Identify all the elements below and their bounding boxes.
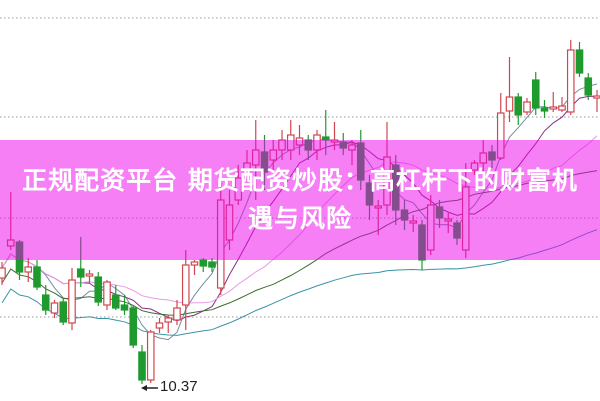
candle-body	[181, 264, 190, 306]
candle-up	[103, 280, 111, 310]
candle-body	[50, 302, 59, 314]
candle-down	[514, 93, 523, 125]
candle-up	[558, 97, 566, 112]
candle-down	[59, 298, 68, 325]
candle-up	[549, 92, 558, 112]
candle-body	[575, 49, 584, 74]
candle-down	[575, 42, 584, 77]
candle-body	[173, 307, 181, 321]
candle-up	[85, 270, 94, 283]
candle-up	[0, 262, 6, 285]
candle-down	[540, 100, 549, 118]
candle-body	[24, 266, 33, 273]
candle-body	[566, 49, 575, 113]
candle-body	[120, 304, 129, 311]
candle-down	[111, 285, 120, 310]
candle-up	[146, 330, 155, 383]
candle-body	[514, 96, 523, 116]
title-line-2: 遇与风险	[247, 204, 352, 233]
candle-body	[584, 77, 593, 96]
candle-up	[50, 300, 59, 318]
candle-body	[155, 322, 164, 329]
candle-up	[190, 260, 199, 275]
candle-body	[199, 259, 208, 267]
candle-down	[94, 272, 103, 306]
title-banner	[0, 140, 600, 260]
candle-down	[41, 285, 50, 315]
candle-body	[593, 95, 600, 99]
candle-up	[68, 268, 76, 330]
candle-body	[129, 307, 138, 346]
candle-body	[164, 317, 173, 323]
candle-body	[190, 261, 199, 266]
low-price-label: 10.37	[160, 378, 198, 395]
ma60-line	[1, 229, 598, 336]
candle-body	[558, 105, 566, 111]
candle-body	[85, 273, 94, 277]
candle-body	[208, 261, 216, 268]
candle-body	[138, 351, 146, 381]
candle-body	[41, 294, 50, 311]
candle-up	[566, 40, 575, 115]
candle-body	[103, 281, 111, 306]
candle-body	[94, 276, 103, 303]
candle-body	[146, 331, 155, 381]
candle-body	[33, 266, 41, 288]
candle-body	[540, 107, 549, 112]
candle-down	[584, 73, 593, 100]
candle-up	[593, 90, 600, 112]
candle-body	[531, 79, 540, 109]
candle-down	[531, 72, 540, 115]
candle-down	[208, 258, 216, 272]
candle-body	[549, 106, 558, 110]
candle-up	[164, 315, 173, 333]
candle-up	[505, 57, 514, 122]
candle-body	[76, 268, 85, 278]
candle-up	[173, 300, 181, 325]
candle-body	[505, 96, 514, 112]
candle-body	[523, 101, 531, 113]
candle-up	[523, 98, 531, 115]
candle-body	[111, 294, 120, 309]
page-title: 正规配资平台 期货配资炒股：高杠杆下的财富机 遇与风险	[0, 162, 600, 238]
low-arrow-icon	[141, 385, 158, 391]
candle-down	[129, 305, 138, 348]
candle-down	[199, 258, 208, 272]
candle-body	[68, 279, 76, 324]
candle-down	[120, 295, 129, 315]
candle-down	[138, 345, 146, 384]
candle-up	[155, 318, 164, 333]
candle-body	[59, 301, 68, 323]
candle-body	[0, 267, 6, 279]
candle-down	[33, 260, 41, 290]
title-line-1: 正规配资平台 期货配资炒股：高杠杆下的财富机	[22, 166, 578, 195]
